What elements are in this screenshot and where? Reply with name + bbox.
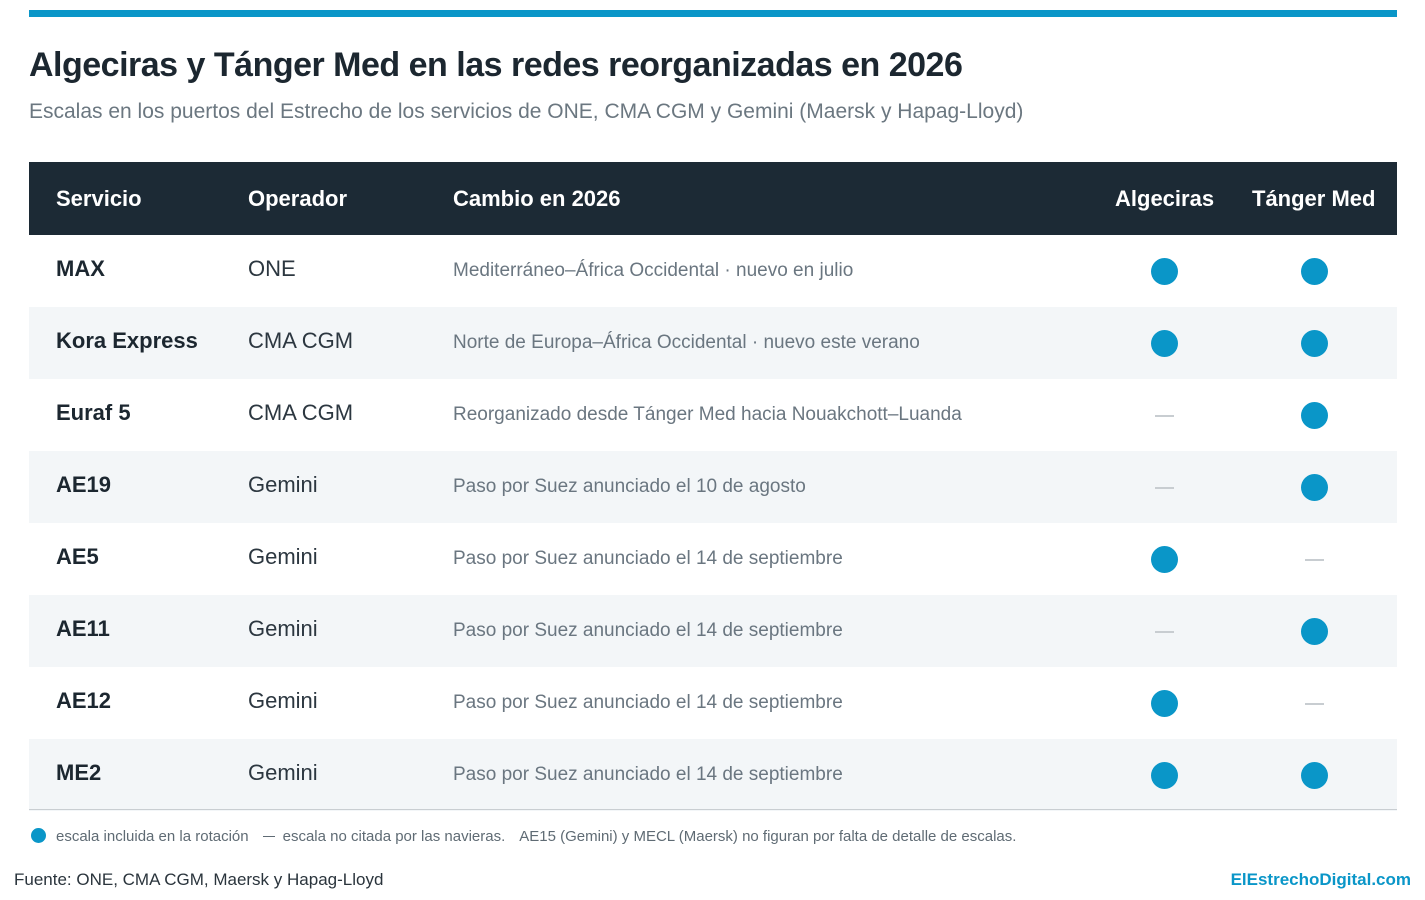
cell-operador: Gemini [248, 472, 318, 497]
included-dot-icon [1151, 762, 1178, 789]
legend-dot-label: escala incluida en la rotación [56, 828, 249, 845]
included-dot-icon [1301, 618, 1328, 645]
not-cited-dash-icon [1305, 703, 1324, 705]
cell-operador: Gemini [248, 544, 318, 569]
included-dot-icon [1151, 690, 1178, 717]
cell-algeciras [1144, 595, 1184, 667]
table-row: AE19 Gemini Paso por Suez anunciado el 10 … [29, 451, 1397, 523]
column-header-algeciras: Algeciras [1115, 186, 1215, 211]
not-cited-dash-icon [1155, 631, 1174, 633]
included-dot-icon [1151, 258, 1178, 285]
cell-tanger-med [1294, 307, 1334, 379]
table-row: AE12 Gemini Paso por Suez anunciado el 14 … [29, 667, 1397, 739]
cell-tanger-med [1294, 595, 1334, 667]
cell-servicio: Euraf 5 [56, 400, 131, 425]
legend: escala incluida en la rotación escala no … [31, 828, 1016, 848]
cell-operador: CMA CGM [248, 400, 354, 425]
brand-logo-text: ElEstrechoDigital.com [1230, 870, 1411, 889]
cell-operador: CMA CGM [248, 328, 354, 353]
legend-dash-icon [262, 835, 275, 837]
cell-algeciras [1144, 307, 1184, 379]
cell-cambio: Paso por Suez anunciado el 14 de septiem… [453, 764, 843, 785]
cell-tanger-med [1294, 667, 1334, 739]
page-title: Algeciras y Tánger Med en las redes reor… [29, 46, 963, 84]
cell-servicio: AE5 [56, 544, 99, 569]
cell-algeciras [1144, 667, 1184, 739]
top-accent-rule [29, 10, 1397, 17]
legend-dash-label: escala no citada por las navieras. [282, 828, 506, 845]
table-row: AE5 Gemini Paso por Suez anunciado el 14 d… [29, 523, 1397, 595]
table-body: MAX ONE Mediterráneo–África Occidental · n… [29, 235, 1397, 811]
cell-tanger-med [1294, 379, 1334, 451]
legend-dot-icon [31, 828, 46, 843]
cell-cambio: Reorganizado desde Tánger Med hacia Noua… [453, 404, 962, 425]
column-header-cambio: Cambio en 2026 [453, 186, 621, 211]
included-dot-icon [1301, 258, 1328, 285]
table-row: Euraf 5 CMA CGM Reorganizado desde Tánger … [29, 379, 1397, 451]
cell-operador: Gemini [248, 688, 318, 713]
cell-operador: Gemini [248, 760, 318, 785]
cell-cambio: Paso por Suez anunciado el 10 de agosto [453, 476, 806, 497]
cell-algeciras [1144, 379, 1184, 451]
column-header-tanger-med: Tánger Med [1252, 186, 1376, 211]
cell-operador: ONE [248, 256, 296, 281]
cell-algeciras [1144, 739, 1184, 811]
cell-cambio: Mediterráneo–África Occidental · nuevo e… [453, 260, 854, 281]
legend-note: AE15 (Gemini) y MECL (Maersk) no figuran… [519, 828, 1017, 845]
included-dot-icon [1301, 474, 1328, 501]
table-bottom-rule [29, 809, 1397, 810]
table-row: AE11 Gemini Paso por Suez anunciado el 14 … [29, 595, 1397, 667]
cell-tanger-med [1294, 451, 1334, 523]
cell-algeciras [1144, 235, 1184, 307]
cell-tanger-med [1294, 235, 1334, 307]
cell-servicio: AE12 [56, 688, 112, 713]
cell-servicio: AE19 [56, 472, 112, 497]
cell-cambio: Paso por Suez anunciado el 14 de septiem… [453, 548, 843, 569]
source-note: Fuente: ONE, CMA CGM, Maersk y Hapag-Llo… [14, 870, 384, 889]
cell-cambio: Paso por Suez anunciado el 14 de septiem… [453, 692, 843, 713]
table-row: MAX ONE Mediterráneo–África Occidental · n… [29, 235, 1397, 307]
cell-servicio: Kora Express [56, 328, 198, 353]
table-header: Servicio Operador Cambio en 2026 Algecir… [29, 162, 1397, 235]
page-subtitle: Escalas en los puertos del Estrecho de l… [29, 100, 1024, 123]
cell-algeciras [1144, 523, 1184, 595]
table-row: ME2 Gemini Paso por Suez anunciado el 14 d… [29, 739, 1397, 811]
not-cited-dash-icon [1155, 487, 1174, 489]
cell-tanger-med [1294, 739, 1334, 811]
cell-algeciras [1144, 451, 1184, 523]
table-row: Kora Express CMA CGM Norte de Europa–Áfric… [29, 307, 1397, 379]
column-header-operador: Operador [248, 186, 348, 211]
column-header-servicio: Servicio [56, 186, 142, 211]
cell-tanger-med [1294, 523, 1334, 595]
cell-cambio: Norte de Europa–África Occidental · nuev… [453, 332, 920, 353]
services-table: Servicio Operador Cambio en 2026 Algecir… [29, 162, 1397, 811]
included-dot-icon [1301, 762, 1328, 789]
cell-servicio: ME2 [56, 760, 102, 785]
included-dot-icon [1151, 546, 1178, 573]
cell-cambio: Paso por Suez anunciado el 14 de septiem… [453, 620, 843, 641]
included-dot-icon [1301, 330, 1328, 357]
cell-servicio: MAX [56, 256, 105, 281]
cell-operador: Gemini [248, 616, 318, 641]
not-cited-dash-icon [1305, 559, 1324, 561]
cell-servicio: AE11 [56, 616, 110, 641]
included-dot-icon [1301, 402, 1328, 429]
not-cited-dash-icon [1155, 415, 1174, 417]
included-dot-icon [1151, 330, 1178, 357]
